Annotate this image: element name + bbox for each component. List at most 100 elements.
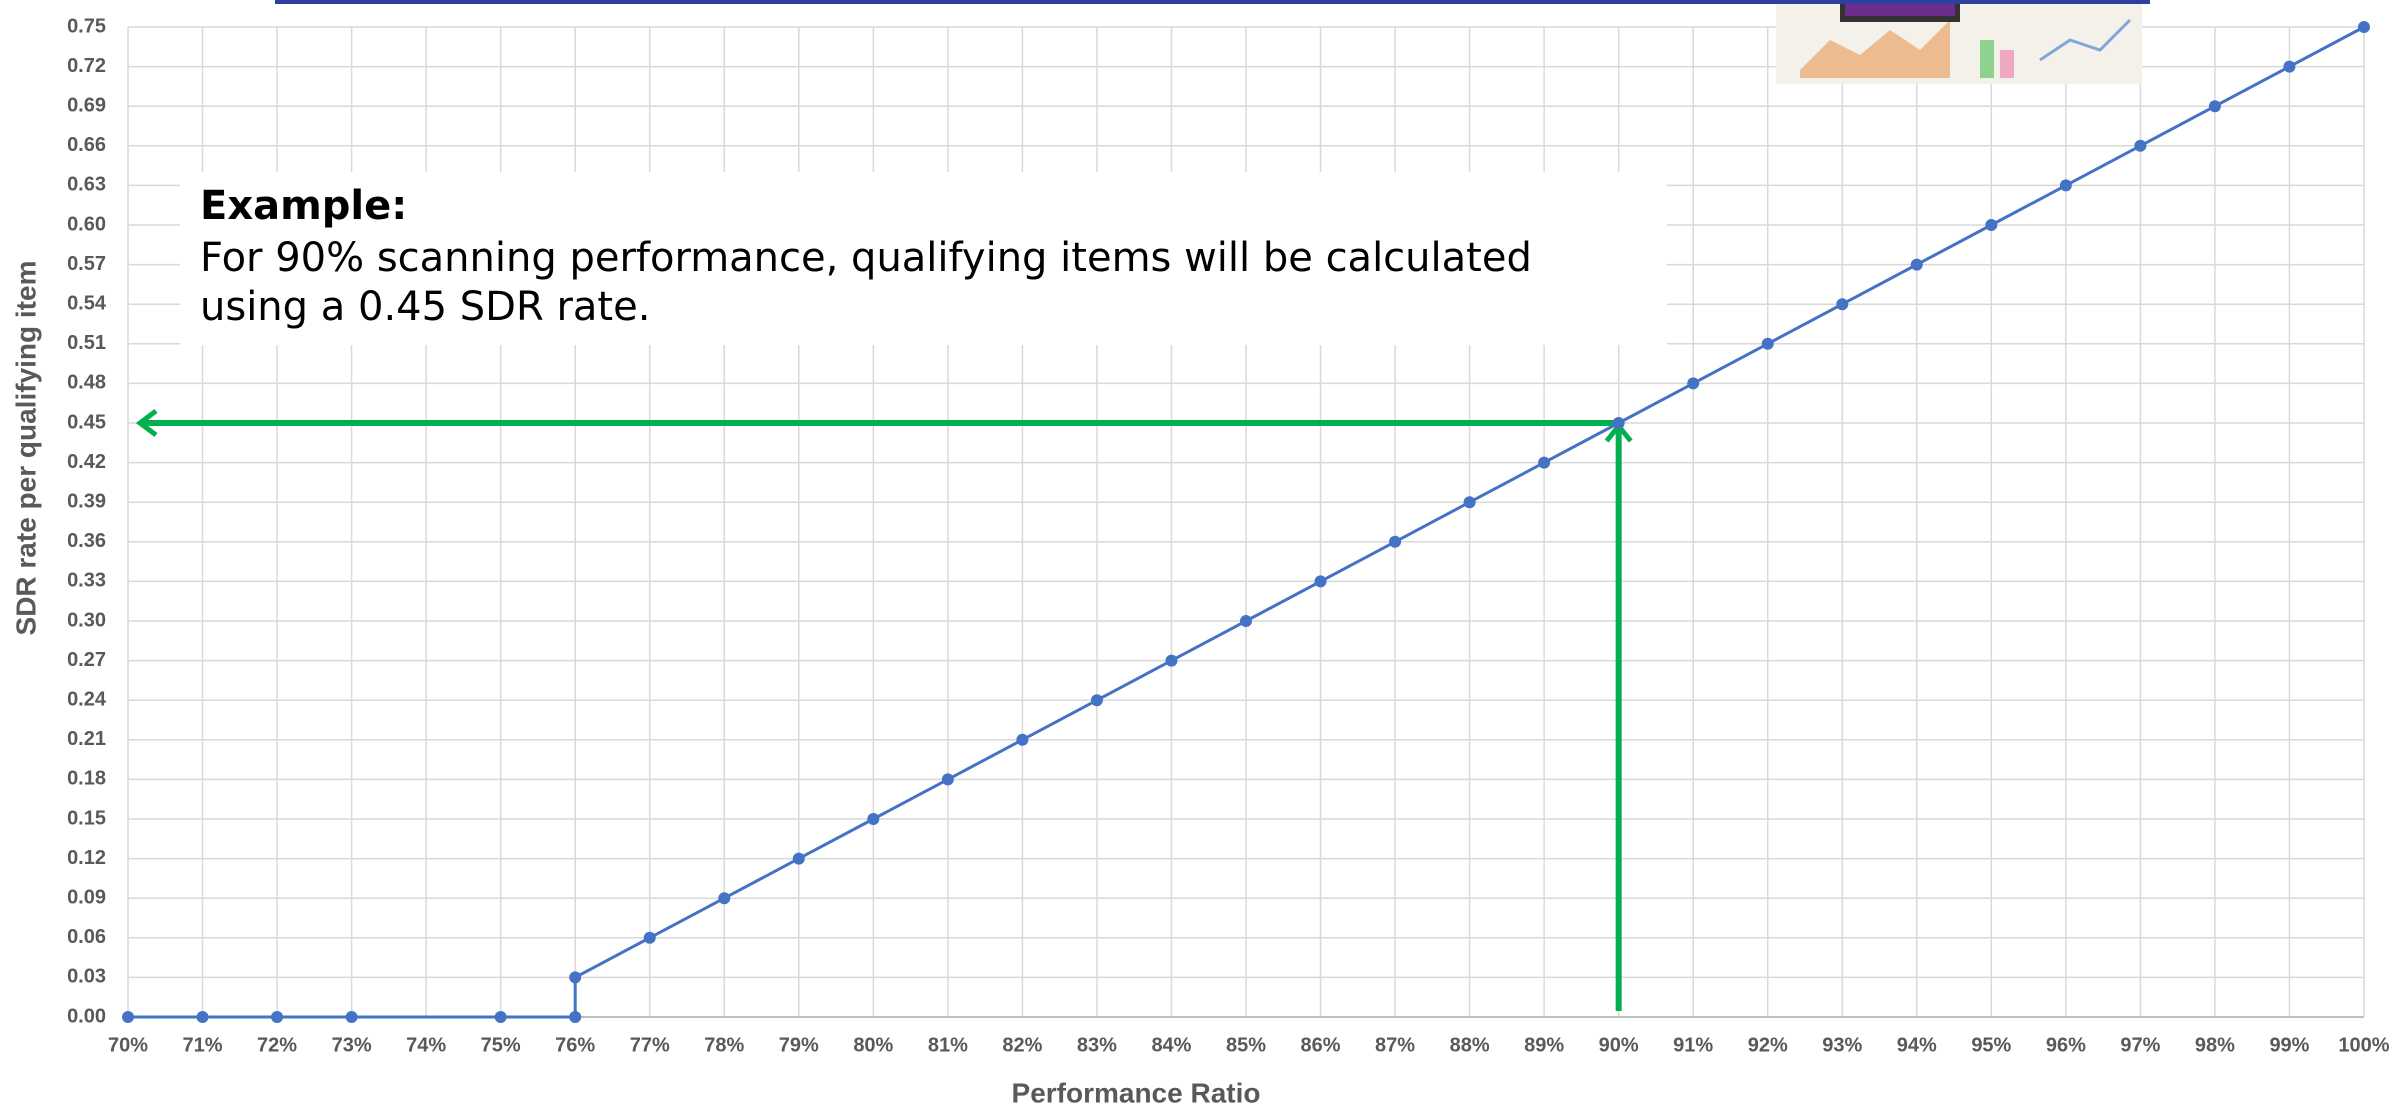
y-tick-label: 0.06	[67, 926, 106, 948]
data-point	[1910, 258, 1923, 271]
x-tick-label: 70%	[108, 1034, 148, 1056]
data-point	[1314, 575, 1327, 588]
data-point	[1761, 337, 1774, 350]
x-tick-label: 100%	[2338, 1034, 2389, 1056]
clip-art-bar	[1980, 40, 1994, 78]
data-point	[271, 1011, 284, 1023]
x-tick-label: 95%	[1971, 1034, 2011, 1056]
clip-art	[1776, 0, 2142, 84]
y-tick-label: 0.15	[67, 807, 106, 829]
data-point	[1687, 377, 1700, 390]
data-point	[122, 1011, 134, 1023]
x-tick-label: 87%	[1375, 1034, 1415, 1056]
data-point	[1016, 733, 1029, 746]
x-tick-label: 85%	[1226, 1034, 1266, 1056]
data-point	[1463, 496, 1476, 509]
y-tick-label: 0.09	[67, 886, 106, 908]
y-tick-label: 0.39	[67, 490, 106, 512]
x-tick-label: 92%	[1748, 1034, 1788, 1056]
y-tick-label: 0.03	[67, 966, 106, 988]
y-tick-label: 0.24	[67, 688, 107, 710]
arrowhead	[135, 409, 158, 437]
data-point	[1985, 219, 1998, 231]
x-tick-label: 71%	[183, 1034, 223, 1056]
y-tick-label: 0.66	[67, 134, 106, 156]
data-point	[345, 1011, 358, 1023]
y-tick-label: 0.21	[67, 728, 106, 750]
y-tick-label: 0.72	[67, 55, 106, 77]
x-tick-label: 83%	[1077, 1034, 1117, 1056]
y-tick-label: 0.69	[67, 94, 106, 116]
x-tick-label: 91%	[1673, 1034, 1713, 1056]
y-tick-label: 0.63	[67, 174, 106, 196]
plot	[122, 21, 2370, 1023]
grid	[127, 26, 2365, 1018]
x-tick-label: 72%	[257, 1034, 297, 1056]
x-tick-label: 77%	[630, 1034, 670, 1056]
x-tick-label: 98%	[2195, 1034, 2235, 1056]
x-tick-label: 93%	[1822, 1034, 1862, 1056]
y-tick-label: 0.27	[67, 649, 106, 671]
annotation-box	[180, 172, 1667, 345]
x-tick-label: 79%	[779, 1034, 819, 1056]
x-tick-label: 75%	[481, 1034, 521, 1056]
data-point	[1240, 615, 1252, 627]
header-bar	[275, 0, 2150, 4]
y-tick-label: 0.75	[67, 15, 106, 37]
x-tick-label: 97%	[2120, 1034, 2160, 1056]
data-point	[2059, 179, 2072, 192]
x-tick-label: 94%	[1897, 1034, 1937, 1056]
data-point	[867, 813, 880, 825]
data-point	[1836, 298, 1849, 311]
x-tick-label: 78%	[704, 1034, 744, 1056]
y-tick-label: 0.51	[67, 332, 106, 354]
clip-art-line	[2039, 18, 2132, 62]
y-axis-title: SDR rate per qualifying item	[10, 261, 41, 636]
x-tick-label: 88%	[1450, 1034, 1490, 1056]
data-point	[792, 852, 805, 865]
data-point	[1538, 456, 1551, 469]
highlight-arrows	[135, 409, 1633, 1011]
data-point	[494, 1011, 507, 1023]
y-tick-label: 0.33	[67, 570, 106, 592]
x-tick-label: 74%	[406, 1034, 446, 1056]
annotation-line: using a 0.45 SDR rate.	[200, 284, 650, 330]
y-tick-label: 0.57	[67, 253, 106, 275]
y-tick-label: 0.48	[67, 372, 106, 394]
y-tick-label: 0.36	[67, 530, 106, 552]
data-point	[1389, 535, 1402, 548]
x-tick-label: 80%	[853, 1034, 893, 1056]
data-point	[569, 971, 582, 984]
x-tick-label: 84%	[1151, 1034, 1191, 1056]
y-tick-label: 0.54	[67, 292, 107, 314]
x-tick-label: 90%	[1599, 1034, 1639, 1056]
annotation: Example: For 90% scanning performance, q…	[180, 172, 1667, 345]
data-point	[569, 1011, 582, 1023]
data-point	[1090, 694, 1103, 707]
clip-art-bar	[2000, 50, 2014, 78]
y-tick-label: 0.12	[67, 847, 106, 869]
x-tick-label: 96%	[2046, 1034, 2086, 1056]
data-point	[2208, 100, 2221, 113]
x-tick-label: 86%	[1301, 1034, 1341, 1056]
data-point	[196, 1011, 209, 1023]
data-point	[2358, 21, 2370, 33]
x-tick-label: 89%	[1524, 1034, 1564, 1056]
x-tick-label: 99%	[2269, 1034, 2309, 1056]
x-tick-label: 81%	[928, 1034, 968, 1056]
annotation-line: For 90% scanning performance, qualifying…	[200, 235, 1532, 281]
x-axis-title: Performance Ratio	[1012, 1077, 1261, 1108]
y-tick-label: 0.18	[67, 768, 106, 790]
y-tick-label: 0.45	[67, 411, 106, 433]
annotation-title: Example:	[200, 183, 407, 229]
x-tick-label: 82%	[1002, 1034, 1042, 1056]
x-tick-label: 73%	[332, 1034, 372, 1056]
data-point	[941, 773, 954, 786]
data-point	[643, 931, 656, 944]
clip-art-area	[1800, 20, 1950, 78]
y-tick-label: 0.42	[67, 451, 106, 473]
data-point	[718, 892, 731, 905]
data-point	[2283, 60, 2296, 73]
